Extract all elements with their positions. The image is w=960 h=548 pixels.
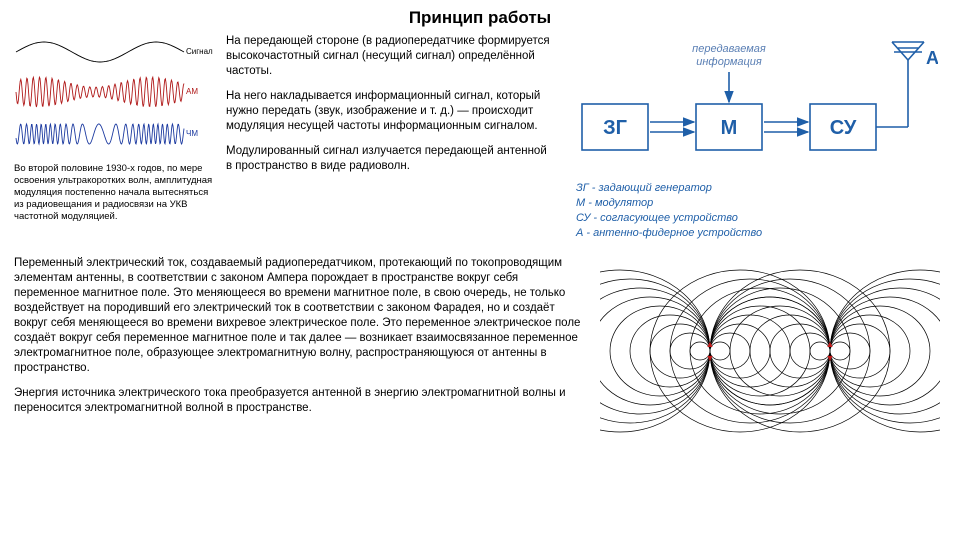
mid-para-2: На него накладывается информационный сиг… <box>226 89 556 134</box>
info-label-2: информация <box>696 56 762 68</box>
block-diagram-panel: ЗГ М СУ А передаваемая информация <box>568 34 946 240</box>
dipole-field-diagram: ▲ ▼ ▲ ▼ <box>600 256 940 446</box>
block-m-label: М <box>721 117 738 139</box>
am-label: АМ <box>186 87 198 96</box>
bottom-para-2: Энергия источника электрического тока пр… <box>14 386 584 416</box>
legend-a: А - антенно-фидерное устройство <box>576 226 946 241</box>
svg-text:▲: ▲ <box>706 339 715 349</box>
block-diagram: ЗГ М СУ А передаваемая информация <box>568 34 938 174</box>
legend-su: СУ - согласующее устройство <box>576 211 946 226</box>
block-su-label: СУ <box>830 117 857 139</box>
bottom-text: Переменный электрический ток, создаваемы… <box>14 256 584 451</box>
svg-text:▼: ▼ <box>826 353 835 363</box>
modulation-caption: Во второй половине 1930-х годов, по мере… <box>14 163 214 222</box>
mid-para-3: Модулированный сигнал излучается передаю… <box>226 144 556 174</box>
signal-label: Сигнал <box>186 47 213 56</box>
block-legend: ЗГ - задающий генератор М - модулятор СУ… <box>568 181 946 240</box>
modulation-panel: Сигнал АМ ЧМ Во второй половине 1930-х г… <box>14 34 214 240</box>
legend-m: М - модулятор <box>576 196 946 211</box>
info-label-1: передаваемая <box>692 43 766 55</box>
antenna-label: А <box>926 48 938 68</box>
mid-text: На передающей стороне (в радиопередатчик… <box>226 34 556 240</box>
legend-zg: ЗГ - задающий генератор <box>576 181 946 196</box>
bottom-para-1: Переменный электрический ток, создаваемы… <box>14 256 584 376</box>
mid-para-1: На передающей стороне (в радиопередатчик… <box>226 34 556 79</box>
field-diagram-panel: ▲ ▼ ▲ ▼ <box>600 256 940 451</box>
svg-text:▼: ▼ <box>706 353 715 363</box>
block-zg-label: ЗГ <box>603 117 627 139</box>
fm-label: ЧМ <box>186 129 198 138</box>
page-title: Принцип работы <box>0 8 960 28</box>
modulation-waveforms: Сигнал АМ ЧМ <box>14 34 214 154</box>
svg-text:▲: ▲ <box>826 339 835 349</box>
